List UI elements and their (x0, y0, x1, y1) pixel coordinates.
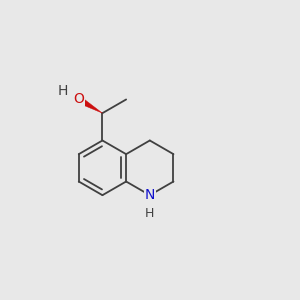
Text: O: O (73, 92, 84, 106)
Polygon shape (77, 96, 102, 113)
Text: N: N (145, 188, 155, 202)
Text: H: H (145, 206, 154, 220)
Text: H: H (57, 84, 68, 98)
